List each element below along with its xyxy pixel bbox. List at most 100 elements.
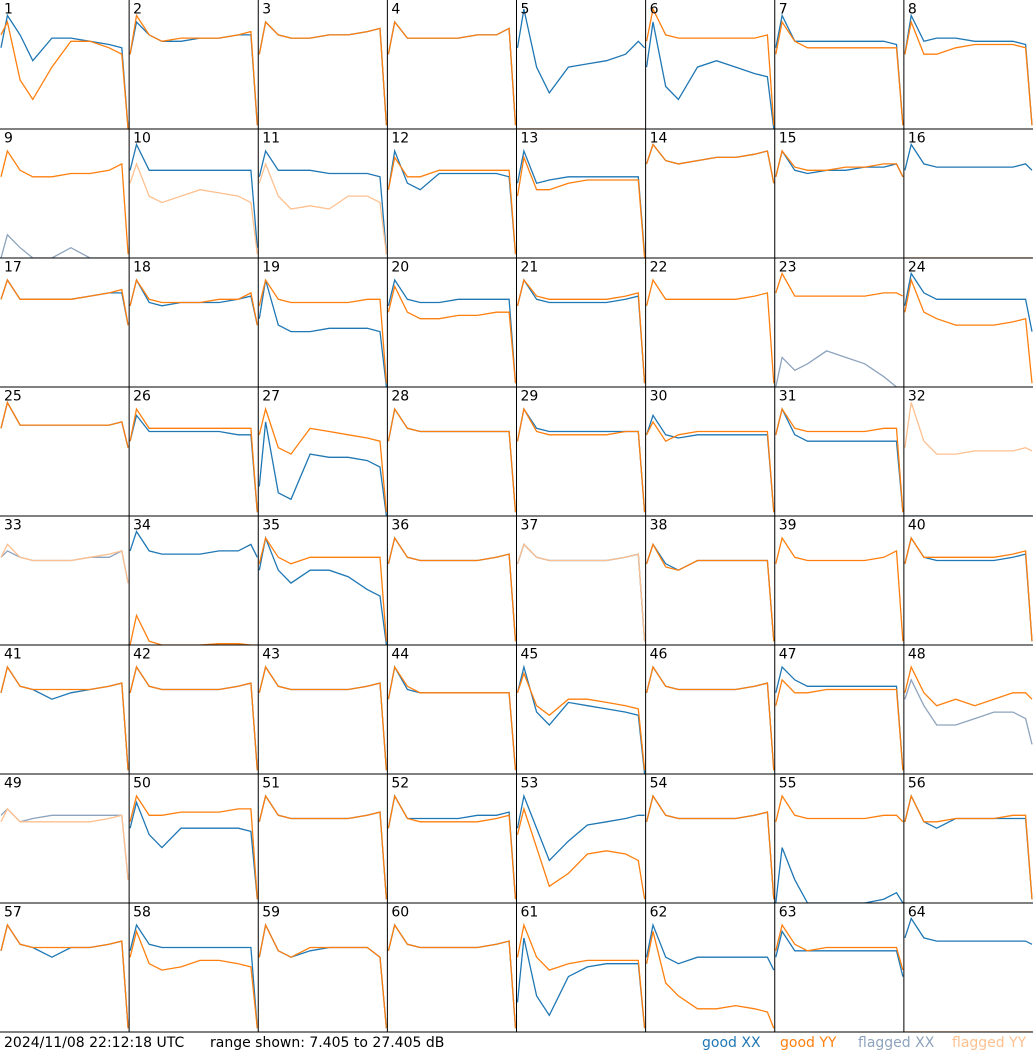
spectrum-line [516, 671, 646, 771]
spectrum-line [904, 13, 1033, 126]
panel [0, 13, 129, 129]
panel-label: 41 [4, 647, 22, 663]
panel-label: 20 [391, 260, 409, 276]
legend-entry: flagged YY [952, 1035, 1027, 1051]
panel [387, 148, 517, 255]
panel-label: 54 [650, 776, 668, 792]
spectrum-line [129, 794, 258, 900]
spectrum-line [516, 8, 646, 95]
spectrum-line [775, 149, 904, 178]
panel-label: 9 [4, 131, 13, 147]
spectrum-line [0, 543, 129, 584]
panel [258, 535, 388, 645]
panel-label: 63 [779, 905, 797, 921]
panel [904, 794, 1033, 900]
panel-label: 4 [391, 2, 400, 18]
spectrum-line [258, 536, 388, 642]
panel-label: 45 [521, 647, 539, 663]
panel-label: 12 [391, 131, 409, 147]
panel [387, 278, 517, 384]
spectrum-line [645, 21, 775, 129]
panel [775, 536, 904, 645]
panel [775, 407, 904, 513]
spectrum-line [129, 665, 258, 771]
panel [645, 542, 775, 642]
panel-label: 51 [262, 776, 280, 792]
spectrum-line [0, 665, 129, 771]
panel-label: 58 [133, 905, 151, 921]
spectrum-line [0, 400, 129, 448]
panel-label: 56 [908, 776, 926, 792]
panel [258, 406, 388, 516]
range-text: range shown: 7.405 to 27.405 dB [210, 1035, 444, 1051]
spectrum-line [0, 20, 129, 129]
panel [516, 664, 646, 774]
panel [0, 807, 129, 880]
panel [387, 665, 517, 771]
panel [775, 794, 904, 903]
panel-label: 31 [779, 389, 797, 405]
panel [904, 142, 1033, 258]
spectrum-line [516, 154, 646, 258]
spectrum-line [775, 13, 904, 126]
spectrum-line [775, 794, 904, 823]
spectrum-line [258, 794, 388, 900]
panel [129, 142, 258, 255]
spectrum-line [516, 922, 646, 1029]
spectrum-line [129, 800, 258, 900]
panel [645, 413, 775, 513]
panel-label: 35 [262, 518, 280, 534]
panel [258, 922, 388, 1029]
panel [516, 8, 646, 129]
spectrum-line [775, 271, 904, 297]
panel [129, 278, 258, 326]
panel [387, 923, 517, 1029]
spectrum-line [775, 929, 904, 977]
panel [258, 794, 388, 900]
spectrum-line [516, 543, 646, 642]
spectrum-line [775, 665, 904, 771]
spectrum-line [129, 407, 258, 513]
spectrum-line [258, 161, 388, 255]
panel [258, 20, 388, 126]
panel-label: 30 [650, 389, 668, 405]
spectrum-line [775, 407, 904, 513]
spectrum-line [0, 13, 129, 129]
panel [645, 922, 775, 1029]
panel [0, 278, 129, 326]
panel [645, 7, 775, 129]
spectrum-line [904, 794, 1033, 900]
panel [0, 400, 129, 448]
panel-label: 6 [650, 2, 659, 18]
panel-label: 42 [133, 647, 151, 663]
panel [516, 922, 646, 1029]
panel-label: 60 [391, 905, 409, 921]
panel [387, 407, 517, 513]
legend-entry: good YY [780, 1035, 837, 1051]
panel-label: 32 [908, 389, 926, 405]
spectrum-line [645, 413, 775, 513]
panel-label: 52 [391, 776, 409, 792]
panel [129, 13, 258, 126]
spectrum-line [129, 929, 258, 1029]
panel-label: 1 [4, 2, 13, 18]
panel [645, 665, 775, 771]
spectrum-line [0, 923, 129, 1029]
panel [129, 923, 258, 1029]
panel [129, 530, 258, 645]
spectrum-line [129, 13, 258, 126]
spectrum-line [904, 536, 1033, 642]
panel [904, 13, 1033, 126]
spectrum-line [258, 406, 388, 513]
spectrum-line [516, 937, 646, 1029]
spectrum-line [775, 350, 903, 387]
panel-label: 16 [908, 131, 926, 147]
spectrum-line [904, 271, 1033, 332]
spectrum-line [129, 530, 258, 558]
panel-label: 25 [4, 389, 22, 405]
panel [775, 149, 904, 178]
spectrum-line [387, 284, 517, 384]
panel-label: 2 [133, 2, 142, 18]
panel [387, 20, 517, 126]
